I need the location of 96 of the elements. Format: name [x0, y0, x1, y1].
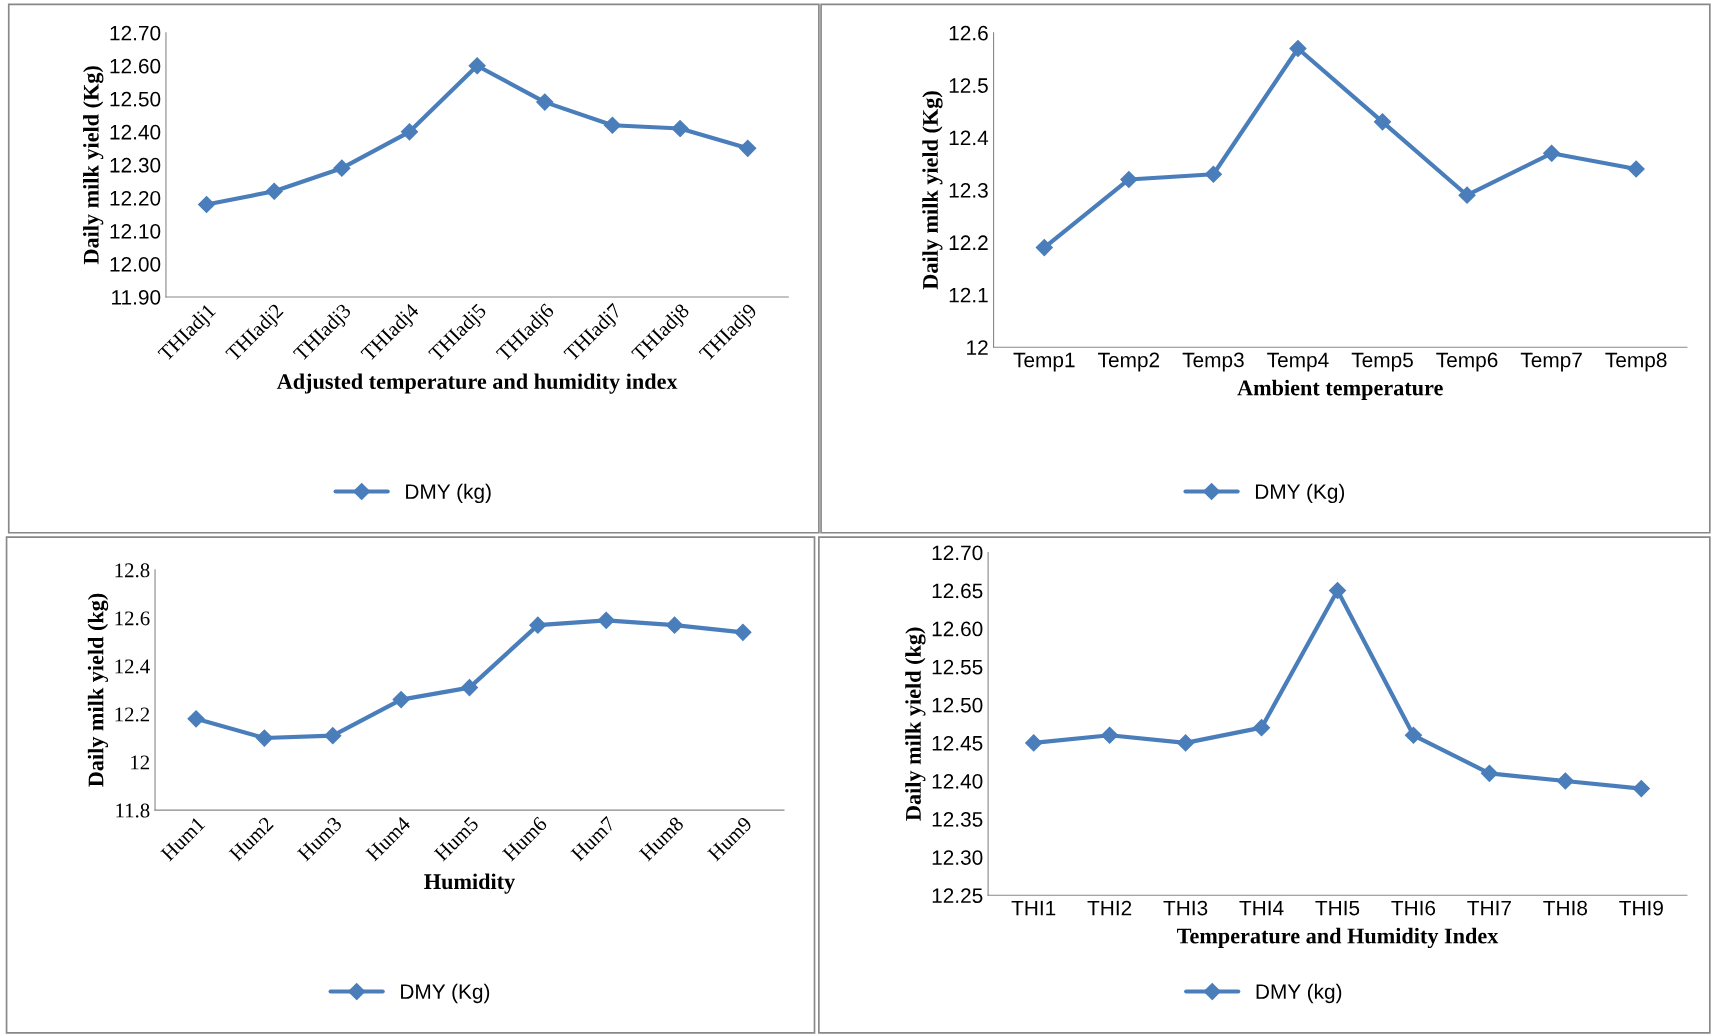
- x-tick-label: Temp6: [1436, 352, 1498, 372]
- x-tick-label: THI2: [1087, 900, 1132, 916]
- point: [1458, 186, 1476, 204]
- point: [597, 611, 615, 629]
- point: [1627, 160, 1645, 178]
- x-tick-label: Temp3: [1182, 352, 1244, 372]
- x-tick-label: Temp2: [1098, 352, 1160, 372]
- x-tick-label: THI5: [1315, 900, 1360, 916]
- y-tick-label: 12.00: [110, 256, 161, 272]
- point: [529, 616, 547, 634]
- y-axis-title: Daily milk yield (kg): [87, 593, 109, 787]
- point: [1289, 39, 1307, 58]
- point: [1177, 734, 1195, 752]
- y-tick-label: 12.60: [932, 621, 983, 637]
- x-tick-label: THI1: [1011, 900, 1056, 916]
- x-tick-label: Temp8: [1605, 352, 1667, 372]
- legend-label: DMY (Kg): [1255, 483, 1345, 504]
- point: [1120, 170, 1138, 189]
- point: [1556, 772, 1574, 790]
- x-axis-title: Adjusted temperature and humidity index: [276, 373, 678, 394]
- y-tick-label: 12.25: [932, 888, 983, 904]
- point: [392, 691, 410, 709]
- y-tick-label: 12.1: [949, 287, 988, 303]
- point: [460, 679, 479, 697]
- legend-label: DMY (Kg): [401, 983, 490, 1004]
- point: [255, 729, 273, 747]
- x-tick-label: Temp4: [1267, 352, 1329, 372]
- y-tick-label: 12.4: [115, 659, 150, 674]
- y-tick-label: 12.6: [115, 611, 150, 626]
- y-tick-label: 11.90: [112, 289, 161, 305]
- x-tick-label: THI3: [1163, 900, 1208, 916]
- y-tick-label: 12.3: [949, 182, 988, 198]
- point: [1204, 165, 1222, 183]
- y-tick-label: 12.70: [110, 25, 161, 41]
- point: [400, 123, 419, 141]
- point: [1632, 780, 1650, 798]
- point: [1543, 144, 1561, 162]
- point: [333, 159, 351, 177]
- x-tick-label: Temp1: [1013, 352, 1075, 372]
- y-tick-label: 12.30: [932, 850, 983, 865]
- x-tick-label: THI8: [1543, 900, 1588, 916]
- y-tick-label: 12.5: [949, 78, 988, 93]
- point: [468, 57, 486, 75]
- y-tick-label: 12.60: [110, 58, 161, 74]
- x-tick-label: THI9: [1619, 900, 1663, 916]
- legend-label: DMY (kg): [1256, 983, 1342, 1004]
- y-tick-label: 12.2: [949, 235, 988, 250]
- x-tick-label: Temp7: [1520, 352, 1582, 372]
- x-tick-label: THI4: [1239, 900, 1284, 916]
- y-tick-label: 12.40: [932, 773, 983, 789]
- y-tick-label: 12.50: [932, 697, 983, 713]
- x-axis-title: Temperature and Humidity Index: [1177, 927, 1499, 949]
- point: [1252, 719, 1271, 737]
- point: [1035, 239, 1053, 257]
- point: [187, 710, 205, 728]
- point: [1404, 726, 1423, 744]
- point: [197, 195, 216, 214]
- y-tick-label: 11.8: [116, 803, 150, 818]
- point: [1328, 581, 1347, 600]
- y-axis-title: Daily milk yield (Kg): [83, 66, 104, 265]
- point: [734, 623, 752, 641]
- point: [265, 182, 283, 200]
- y-tick-label: 12.30: [110, 157, 161, 173]
- point: [666, 616, 684, 634]
- y-tick-label: 12.50: [110, 91, 161, 107]
- y-tick-label: 12.70: [932, 545, 983, 561]
- y-tick-label: 12: [131, 755, 150, 770]
- x-tick-label: THI6: [1391, 900, 1436, 916]
- y-tick-label: 12.20: [110, 190, 161, 206]
- point: [1101, 726, 1119, 744]
- point: [1373, 113, 1392, 131]
- x-axis-title: Humidity: [424, 873, 515, 894]
- y-tick-label: 12.2: [115, 707, 150, 722]
- x-tick-label: THI7: [1467, 900, 1511, 916]
- y-axis-title: Daily milk yield (kg): [905, 627, 926, 821]
- point: [536, 93, 554, 111]
- y-tick-label: 12.35: [932, 812, 983, 827]
- y-tick-label: 12.6: [949, 25, 988, 41]
- y-tick-label: 12.55: [932, 659, 983, 675]
- y-tick-label: 12.40: [110, 124, 161, 140]
- x-axis-title: Ambient temperature: [1237, 379, 1443, 400]
- y-tick-label: 12.8: [115, 563, 150, 578]
- point: [1480, 764, 1498, 782]
- y-tick-label: 12.10: [110, 223, 161, 239]
- y-tick-label: 12.45: [932, 735, 983, 751]
- point: [603, 116, 621, 134]
- point: [1025, 734, 1043, 752]
- point: [324, 727, 342, 745]
- y-axis-title: Daily milk yield (Kg): [922, 91, 943, 290]
- point: [671, 119, 689, 138]
- x-tick-label: Temp5: [1351, 352, 1413, 372]
- point: [739, 139, 757, 157]
- legend-label: DMY (kg): [406, 483, 491, 504]
- y-tick-label: 12: [967, 340, 988, 355]
- y-tick-label: 12.4: [949, 130, 989, 146]
- y-tick-label: 12.65: [932, 583, 983, 599]
